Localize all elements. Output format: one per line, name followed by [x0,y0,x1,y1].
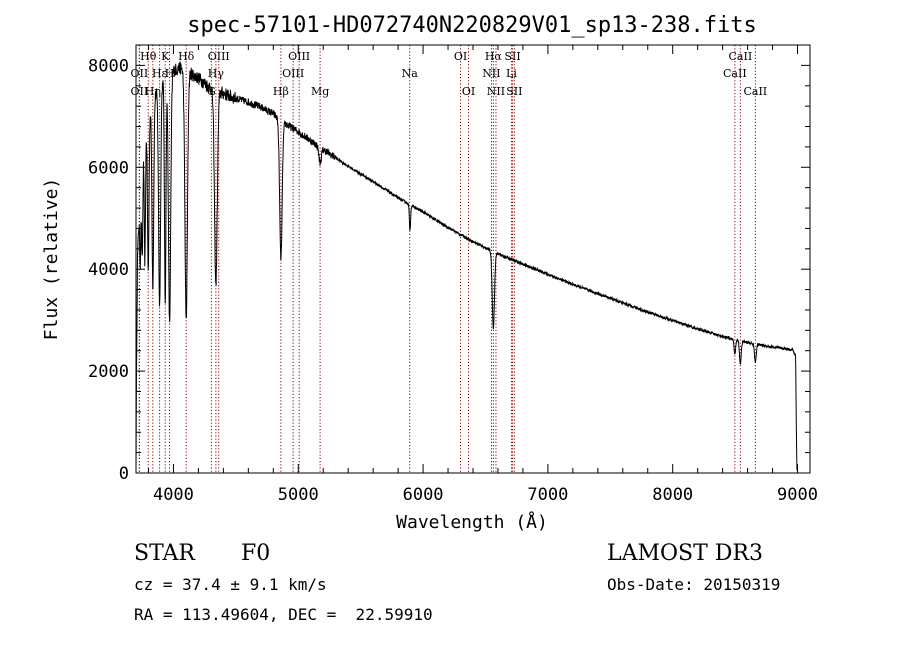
spectral-line-label: OIII [282,67,304,80]
spectral-line-label: CaII [729,50,753,63]
chart-title: spec-57101-HD072740N220829V01_sp13-238.f… [187,13,757,38]
spectral-line-label: NII [487,85,505,98]
spectral-line-label: SII [506,85,522,98]
spectral-line-label: CaII [743,85,767,98]
y-tick-label: 0 [119,464,129,484]
spectral-line-label: Hθ [140,50,157,63]
spectral-line-label: Mg [311,85,329,98]
spectral-line-label: CaII [723,67,747,80]
observation-date: Obs-Date: 20150319 [607,575,780,594]
y-tick-label: 4000 [88,260,129,280]
spectral-line-label: Li [506,67,517,80]
flux-series-line [135,61,798,474]
x-axis-label: Wavelength (Å) [396,511,548,533]
redshift-value: cz = 37.4 ± 9.1 km/s [134,575,327,594]
spectral-line-label: K [161,50,170,63]
spectral-line-label: OI [462,85,475,98]
x-tick-label: 8000 [652,485,693,505]
x-tick-label: 5000 [278,485,319,505]
spectral-line-label: Na [402,67,419,80]
plot-frame [135,44,811,474]
x-tick-label: 4000 [153,485,194,505]
survey-name: LAMOST DR3 [607,541,763,566]
axis-ticks: 4000 5000 6000 7000 8000 9000 0 2000 4000 6000 800… [88,44,818,505]
spectral-line-label: Hη [145,85,161,98]
object-type: STAR [134,541,196,566]
spectral-line-label: OIII [208,50,230,63]
spectral-line-label: Hε [152,67,168,80]
spectral-line-label: NII [482,67,500,80]
spectral-line-label: OIII [288,50,310,63]
spectral-line-label: Hγ [208,67,225,80]
spectral-line-label: H [165,67,175,80]
x-tick-label: 7000 [527,485,568,505]
line-markers: HθOIIOIIHηKHHεHδGOIIIHγHβOIIIOIIIMgNaOIO… [131,45,767,473]
spectral-line-label: OI [454,50,467,63]
x-tick-label: 6000 [403,485,444,505]
spectral-line-label: OII [131,67,149,80]
object-subclass: F0 [241,541,270,566]
coordinates: RA = 113.49604, DEC = 22.59910 [134,605,433,624]
spectral-line-label: SII [504,50,520,63]
spectral-line-label: Hδ [178,50,195,63]
spectral-line-label: OII [131,85,149,98]
spectral-line-label: Hα [485,50,503,63]
y-tick-label: 2000 [88,362,129,382]
y-axis-label: Flux (relative) [41,178,62,341]
x-tick-label: 9000 [777,485,818,505]
spectral-line-label: Hβ [273,85,289,98]
y-tick-label: 6000 [88,158,129,178]
y-tick-label: 8000 [88,56,129,76]
